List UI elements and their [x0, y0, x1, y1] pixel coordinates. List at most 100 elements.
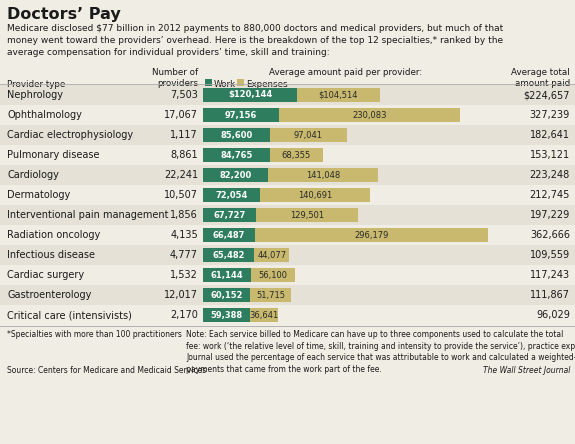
- Text: Number of
providers: Number of providers: [152, 68, 198, 88]
- Bar: [203, 168, 267, 182]
- Text: 4,777: 4,777: [170, 250, 198, 260]
- Text: 84,765: 84,765: [220, 151, 252, 159]
- Text: 51,715: 51,715: [256, 290, 285, 300]
- Text: $120,144: $120,144: [228, 91, 273, 99]
- Bar: [203, 208, 256, 222]
- Bar: [203, 288, 250, 302]
- Text: Cardiology: Cardiology: [7, 170, 59, 180]
- Bar: [250, 308, 278, 322]
- Text: Work: Work: [214, 80, 236, 89]
- Text: 56,100: 56,100: [259, 270, 288, 280]
- Text: Medicare disclosed $77 billion in 2012 payments to 880,000 doctors and medical p: Medicare disclosed $77 billion in 2012 p…: [7, 24, 503, 57]
- Bar: [203, 108, 279, 122]
- Text: 72,054: 72,054: [215, 190, 247, 199]
- Text: Infectious disease: Infectious disease: [7, 250, 95, 260]
- Text: 1,532: 1,532: [170, 270, 198, 280]
- Text: $104,514: $104,514: [319, 91, 358, 99]
- Text: 182,641: 182,641: [530, 130, 570, 140]
- Text: Average total
amount paid: Average total amount paid: [511, 68, 570, 88]
- Text: 59,388: 59,388: [210, 310, 243, 320]
- Bar: [237, 79, 244, 86]
- Bar: [0, 205, 575, 225]
- Text: Source: Centers for Medicare and Medicaid Services: Source: Centers for Medicare and Medicai…: [7, 366, 206, 375]
- Text: 212,745: 212,745: [530, 190, 570, 200]
- Bar: [260, 188, 370, 202]
- Text: 2,170: 2,170: [170, 310, 198, 320]
- Text: 10,507: 10,507: [164, 190, 198, 200]
- Text: Expenses: Expenses: [246, 80, 288, 89]
- Text: 68,355: 68,355: [282, 151, 311, 159]
- Bar: [0, 165, 575, 185]
- Bar: [250, 288, 291, 302]
- Text: 44,077: 44,077: [257, 250, 286, 259]
- Bar: [0, 85, 575, 105]
- Text: Gastroenterology: Gastroenterology: [7, 290, 91, 300]
- Text: 36,641: 36,641: [250, 310, 279, 320]
- Text: Doctors’ Pay: Doctors’ Pay: [7, 7, 121, 22]
- Text: Note: Each service billed to Medicare can have up to three components used to ca: Note: Each service billed to Medicare ca…: [186, 330, 575, 374]
- Text: 7,503: 7,503: [170, 90, 198, 100]
- Bar: [0, 145, 575, 165]
- Text: 97,041: 97,041: [294, 131, 323, 139]
- Bar: [203, 308, 250, 322]
- Bar: [0, 265, 575, 285]
- Bar: [203, 248, 255, 262]
- Text: 109,559: 109,559: [530, 250, 570, 260]
- Bar: [297, 88, 380, 102]
- Text: Ophthalmology: Ophthalmology: [7, 110, 82, 120]
- Text: $224,657: $224,657: [523, 90, 570, 100]
- Text: 362,666: 362,666: [530, 230, 570, 240]
- Text: 223,248: 223,248: [530, 170, 570, 180]
- Text: 8,861: 8,861: [170, 150, 198, 160]
- Bar: [0, 245, 575, 265]
- Bar: [0, 285, 575, 305]
- Text: 22,241: 22,241: [164, 170, 198, 180]
- Bar: [270, 148, 323, 162]
- Text: Critical care (intensivists): Critical care (intensivists): [7, 310, 132, 320]
- Text: Nephrology: Nephrology: [7, 90, 63, 100]
- Text: 117,243: 117,243: [530, 270, 570, 280]
- Text: 4,135: 4,135: [170, 230, 198, 240]
- Bar: [279, 108, 460, 122]
- Text: Radiation oncology: Radiation oncology: [7, 230, 100, 240]
- Bar: [256, 208, 358, 222]
- Text: The Wall Street Journal: The Wall Street Journal: [482, 366, 570, 375]
- Text: 96,029: 96,029: [536, 310, 570, 320]
- Text: 141,048: 141,048: [306, 170, 340, 179]
- Text: 66,487: 66,487: [213, 230, 246, 239]
- Text: 230,083: 230,083: [352, 111, 387, 119]
- Text: 111,867: 111,867: [530, 290, 570, 300]
- Text: 85,600: 85,600: [220, 131, 253, 139]
- Text: 296,179: 296,179: [354, 230, 389, 239]
- Bar: [203, 268, 251, 282]
- Text: 153,121: 153,121: [530, 150, 570, 160]
- Bar: [270, 128, 347, 142]
- Bar: [267, 168, 378, 182]
- Text: 1,856: 1,856: [170, 210, 198, 220]
- Text: 65,482: 65,482: [213, 250, 245, 259]
- Bar: [203, 188, 260, 202]
- Text: 17,067: 17,067: [164, 110, 198, 120]
- Bar: [0, 185, 575, 205]
- Text: 129,501: 129,501: [290, 210, 324, 219]
- Text: 1,117: 1,117: [170, 130, 198, 140]
- Bar: [251, 268, 295, 282]
- Bar: [203, 88, 297, 102]
- Bar: [203, 128, 270, 142]
- Text: 67,727: 67,727: [213, 210, 246, 219]
- Bar: [203, 228, 255, 242]
- Bar: [0, 305, 575, 325]
- Text: Cardiac electrophysiology: Cardiac electrophysiology: [7, 130, 133, 140]
- Text: Average amount paid per provider:: Average amount paid per provider:: [269, 68, 422, 77]
- Text: Pulmonary disease: Pulmonary disease: [7, 150, 99, 160]
- Bar: [0, 105, 575, 125]
- Text: 82,200: 82,200: [219, 170, 251, 179]
- Text: 60,152: 60,152: [210, 290, 243, 300]
- Text: Dermatology: Dermatology: [7, 190, 70, 200]
- Text: 140,691: 140,691: [298, 190, 332, 199]
- Text: *Specialties with more than 100 practitioners: *Specialties with more than 100 practiti…: [7, 330, 182, 339]
- Text: 12,017: 12,017: [164, 290, 198, 300]
- Bar: [205, 79, 212, 86]
- Text: Cardiac surgery: Cardiac surgery: [7, 270, 84, 280]
- Bar: [255, 248, 289, 262]
